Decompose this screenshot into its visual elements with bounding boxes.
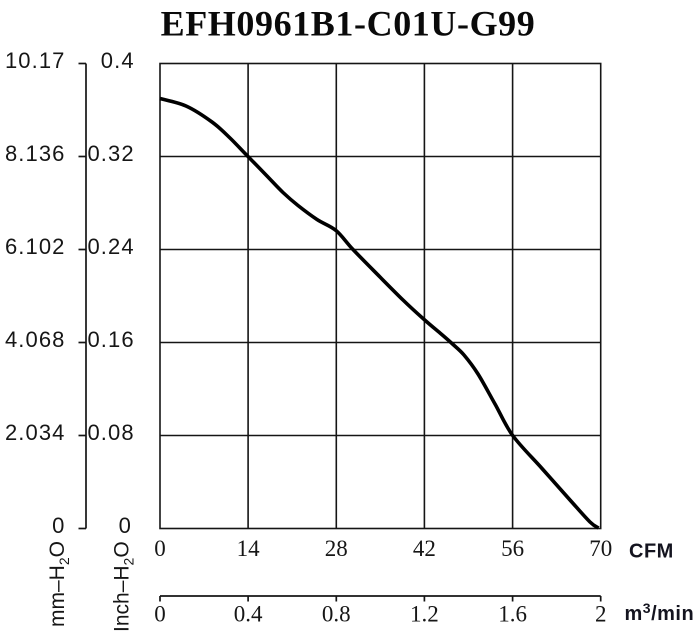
svg-text:2.034: 2.034 bbox=[5, 420, 66, 445]
svg-text:0.08: 0.08 bbox=[87, 420, 134, 445]
svg-text:0.24: 0.24 bbox=[87, 234, 134, 259]
svg-text:Inch–H2O: Inch–H2O bbox=[111, 541, 137, 632]
svg-text:0: 0 bbox=[154, 536, 166, 561]
svg-text:0.4: 0.4 bbox=[234, 602, 263, 627]
svg-text:0: 0 bbox=[154, 602, 166, 627]
svg-text:8.136: 8.136 bbox=[5, 141, 66, 166]
svg-text:42: 42 bbox=[413, 536, 436, 561]
svg-text:2: 2 bbox=[595, 602, 607, 627]
svg-text:EFH0961B1-C01U-G99: EFH0961B1-C01U-G99 bbox=[161, 4, 536, 44]
svg-text:10.17: 10.17 bbox=[5, 48, 66, 73]
svg-text:6.102: 6.102 bbox=[5, 234, 66, 259]
svg-text:0.8: 0.8 bbox=[322, 602, 351, 627]
svg-text:0: 0 bbox=[119, 513, 132, 538]
svg-text:1.2: 1.2 bbox=[410, 602, 439, 627]
svg-text:1.6: 1.6 bbox=[498, 602, 527, 627]
svg-text:0.32: 0.32 bbox=[87, 141, 134, 166]
svg-text:28: 28 bbox=[325, 536, 348, 561]
svg-text:0.16: 0.16 bbox=[87, 327, 134, 352]
svg-text:4.068: 4.068 bbox=[5, 327, 66, 352]
svg-text:56: 56 bbox=[501, 536, 524, 561]
svg-text:mm–H2O: mm–H2O bbox=[46, 541, 72, 627]
svg-text:70: 70 bbox=[589, 536, 612, 561]
svg-text:14: 14 bbox=[237, 536, 261, 561]
svg-text:m3/min: m3/min bbox=[625, 600, 695, 625]
svg-text:0.4: 0.4 bbox=[101, 48, 135, 73]
svg-text:0: 0 bbox=[52, 513, 65, 538]
svg-text:CFM: CFM bbox=[629, 541, 674, 563]
